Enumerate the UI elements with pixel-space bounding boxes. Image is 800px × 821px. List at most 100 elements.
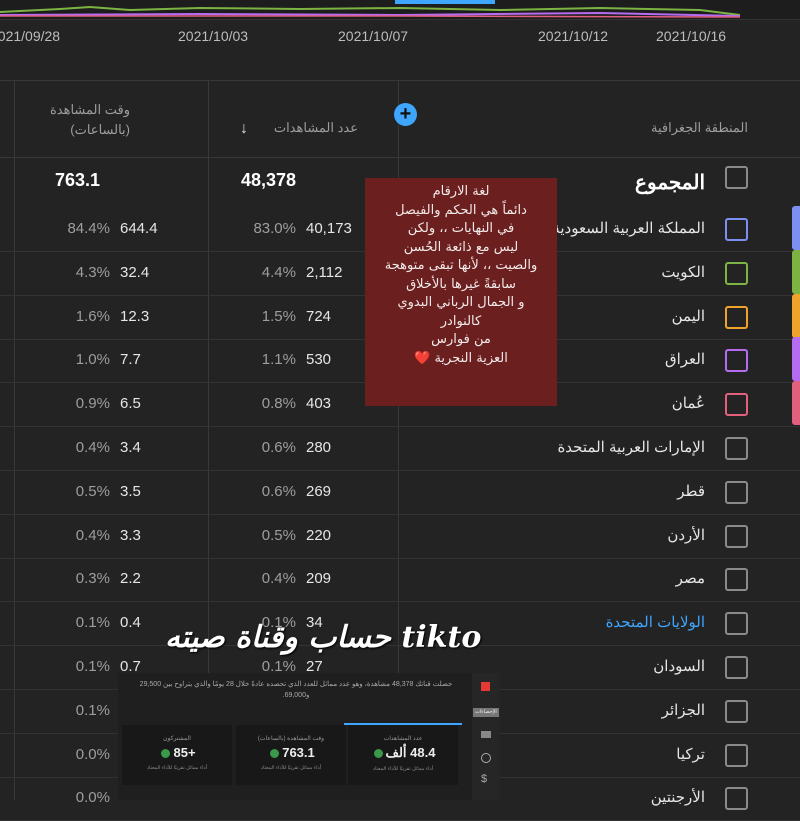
total-label: المجموع — [635, 172, 705, 194]
divider — [0, 157, 800, 158]
divider — [0, 601, 800, 603]
embedded-screenshot-overview: حصلت قناتك 48,378 مشاهدة، وهو عدد مماثل … — [118, 673, 500, 800]
region-checkbox[interactable] — [725, 261, 748, 285]
divider — [0, 645, 800, 647]
sort-arrow-down-icon: ↓ — [240, 120, 248, 137]
table-row[interactable]: 0.5% 3.5 0.6% 269 قطر — [0, 471, 800, 515]
region-checkbox[interactable] — [725, 218, 748, 241]
region-name: الكويت — [661, 263, 705, 281]
poem-line: سابقةً غيرها بالأخلاق — [406, 276, 516, 292]
table-row[interactable]: 0.4% 3.4 0.6% 280 الإمارات العربية المتح… — [0, 427, 800, 471]
check-circle-icon — [270, 749, 280, 759]
views-value: 220 — [306, 526, 332, 544]
table-row[interactable]: 0.3% 2.2 0.4% 209 مصر — [0, 558, 800, 603]
views-percent: 0.1% — [261, 614, 296, 632]
region-checkbox[interactable] — [725, 612, 748, 636]
metric-card-watch-time[interactable]: وقت المشاهدة (بالساعات) 763.1 أداء مماثل… — [236, 725, 346, 785]
divider — [0, 513, 800, 515]
metric-card-views[interactable]: عدد المشاهدات 48.4 ألف أداء مماثل تقريبً… — [348, 725, 458, 785]
date-label: 2021/10/03 — [178, 28, 249, 44]
watch-time-value: 7.7 — [120, 351, 141, 369]
table-row[interactable]: 0.9% 6.5 0.8% 403 عُمان — [0, 381, 800, 428]
region-checkbox[interactable] — [725, 349, 748, 373]
views-value: 27 — [306, 658, 323, 675]
overview-description: حصلت قناتك 48,378 مشاهدة، وهو عدد مماثل … — [139, 681, 453, 699]
poem-line: من فوارس — [431, 332, 491, 347]
table-row[interactable]: 0.4% 3.3 0.5% 220 الأردن — [0, 515, 800, 559]
region-name: العراق — [664, 351, 705, 369]
divider — [0, 470, 800, 471]
poem-text: لغة الارقام دائماً هي الحكم والفيصل في الن… — [365, 183, 557, 368]
header-label: وقت المشاهدة — [49, 102, 130, 117]
series-color-bar — [792, 249, 800, 294]
watch-time-percent: 0.5% — [75, 482, 110, 500]
watch-time-value: 32.4 — [120, 263, 150, 281]
views-percent: 0.8% — [261, 395, 296, 413]
series-color-bar — [792, 206, 800, 250]
region-name: عُمان — [671, 395, 705, 413]
sidebar-item-analytics[interactable]: الإحصاءات — [473, 708, 499, 717]
table-row[interactable]: 0.1% 0.4 0.1% 34 الولايات المتحدة — [0, 602, 800, 647]
region-name: مصر — [675, 570, 705, 588]
region-name: قطر — [677, 482, 705, 500]
divider — [398, 80, 399, 800]
copyright-icon[interactable] — [481, 753, 491, 763]
watch-time-percent: 0.9% — [75, 395, 110, 413]
divider — [14, 80, 15, 800]
views-value: 403 — [306, 395, 332, 413]
region-header: المنطقة الجغرافية — [651, 120, 748, 135]
region-checkbox[interactable] — [725, 787, 748, 811]
region-checkbox[interactable] — [725, 480, 748, 504]
date-label: 2021/10/07 — [338, 28, 409, 44]
region-name[interactable]: الولايات المتحدة — [605, 614, 705, 632]
views-value: 530 — [306, 351, 332, 369]
poem-line: في النهايات ،، ولكن — [407, 221, 515, 236]
poem-overlay-box: لغة الارقام دائماً هي الحكم والفيصل في الن… — [365, 178, 557, 406]
poem-line: كالنوادر — [440, 313, 482, 329]
watch-time-value: 3.3 — [120, 526, 141, 544]
region-checkbox[interactable] — [725, 568, 748, 592]
watch-time-value: 0.7 — [120, 658, 141, 675]
active-tab-indicator — [344, 723, 462, 725]
region-checkbox[interactable] — [725, 437, 748, 460]
region-checkbox[interactable] — [725, 524, 748, 548]
poem-line: و الجمال الرباني البدوي — [397, 295, 525, 310]
line-chart-strip — [0, 0, 800, 20]
region-checkbox[interactable] — [725, 656, 748, 679]
views-percent: 1.1% — [261, 351, 296, 369]
date-label: 2021/10/16 — [656, 28, 727, 44]
card-value: 763.1 — [282, 745, 315, 760]
region-name: الأردن — [667, 526, 705, 544]
views-value: 209 — [306, 570, 332, 588]
subtitles-icon[interactable] — [481, 731, 491, 738]
region-checkbox[interactable] — [725, 305, 748, 329]
watch-time-percent: 1.6% — [75, 307, 110, 325]
analytics-icon[interactable] — [481, 682, 490, 691]
metric-card-subscribers[interactable]: المشتركون +85 أداء مماثل تقريبًا للأداء … — [122, 725, 232, 785]
watch-time-header[interactable]: وقت المشاهدة (بالساعات) — [40, 100, 130, 140]
watch-time-percent: 0.3% — [75, 570, 110, 588]
chart-range-indicator — [395, 0, 495, 4]
total-checkbox[interactable] — [725, 166, 748, 189]
chart-lines — [0, 0, 741, 18]
region-checkbox[interactable] — [725, 699, 748, 723]
total-views: 48,378 — [241, 170, 297, 190]
series-color-bar — [792, 293, 800, 338]
studio-sidebar: الإحصاءات $ — [472, 673, 500, 800]
watch-time-percent: 0.0% — [75, 745, 110, 763]
table-row[interactable]: 1.0% 7.7 1.1% 530 العراق — [0, 337, 800, 384]
card-subtext: أداء مماثل تقريبًا للأداء المعتاد — [260, 765, 322, 771]
watch-time-value: 644.4 — [120, 220, 158, 237]
card-label: عدد المشاهدات — [383, 736, 423, 742]
monetization-dollar-icon[interactable]: $ — [481, 773, 488, 785]
region-checkbox[interactable] — [725, 393, 748, 417]
header-label: عدد المشاهدات — [273, 120, 358, 135]
add-metric-plus-icon[interactable]: + — [394, 103, 417, 126]
region-checkbox[interactable] — [725, 743, 748, 767]
views-percent: 1.5% — [261, 307, 296, 325]
series-color-bar — [792, 381, 800, 426]
views-percent: 83.0% — [253, 220, 296, 237]
divider — [208, 80, 209, 800]
views-header[interactable]: عدد المشاهدات ↓ — [240, 120, 358, 138]
region-name: تركيا — [676, 745, 705, 763]
